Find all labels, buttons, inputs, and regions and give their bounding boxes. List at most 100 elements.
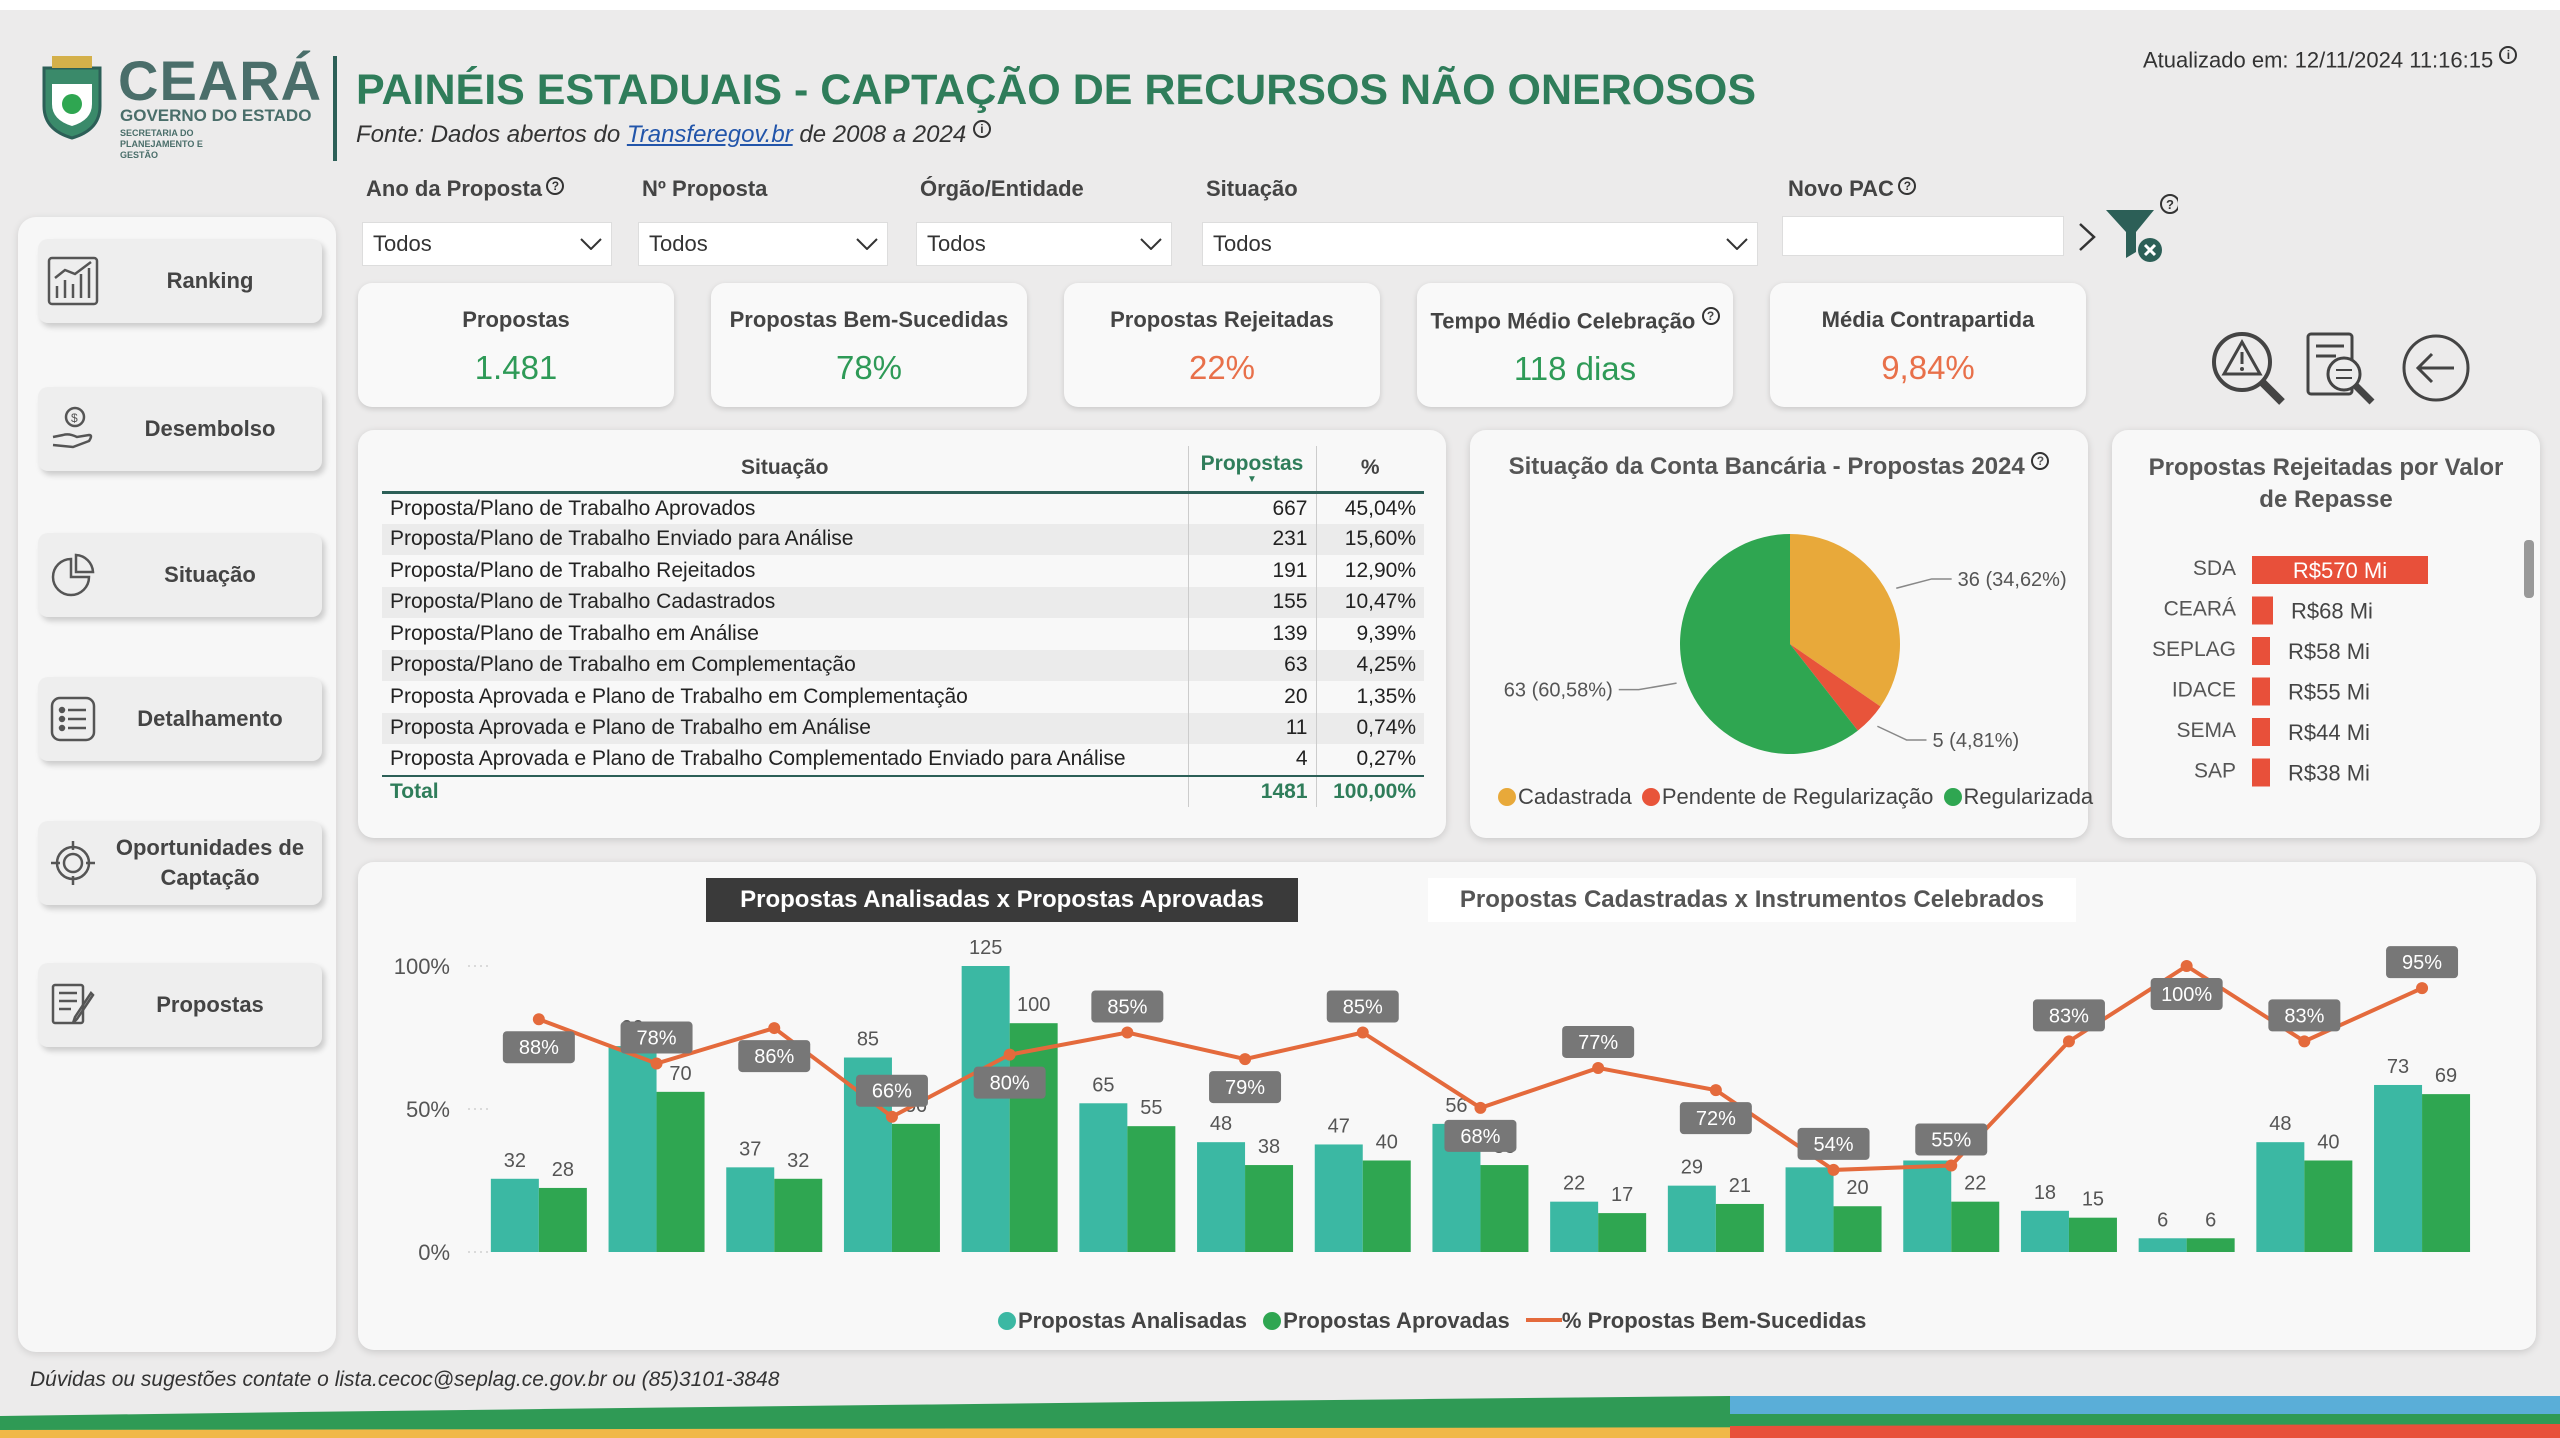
hbar-bar[interactable] — [2252, 718, 2270, 746]
table-row[interactable]: Proposta Aprovada e Plano de Trabalho Co… — [382, 744, 1424, 776]
bar-aprovadas[interactable] — [2422, 1094, 2471, 1252]
pct-point[interactable] — [532, 1013, 545, 1026]
bar-aprovadas[interactable] — [1009, 1023, 1058, 1252]
pct-point[interactable] — [650, 1057, 663, 1070]
bar-aprovadas[interactable] — [656, 1091, 705, 1252]
pie-slice-2[interactable] — [1680, 534, 1858, 754]
filter-situacao-select[interactable]: Todos — [1202, 222, 1758, 266]
table-row[interactable]: Proposta/Plano de Trabalho Rejeitados 191… — [382, 555, 1424, 587]
pct-point[interactable] — [1239, 1053, 1252, 1066]
pct-point[interactable] — [2062, 1035, 2075, 1048]
nav-desembolso[interactable]: $ Desembolso — [38, 387, 322, 471]
bar-aprovadas[interactable] — [1951, 1201, 2000, 1252]
pct-point[interactable] — [2180, 960, 2193, 972]
col-percent[interactable]: % — [1315, 446, 1424, 494]
nav-ranking[interactable]: Ranking — [38, 239, 322, 323]
pct-point[interactable] — [1827, 1163, 1840, 1176]
pct-point[interactable] — [1709, 1084, 1722, 1097]
bar-analisadas[interactable] — [2138, 1238, 2187, 1252]
pct-point[interactable] — [768, 1022, 781, 1035]
bar-aprovadas[interactable] — [1127, 1126, 1176, 1252]
bar-aprovadas[interactable] — [891, 1123, 940, 1252]
nav-situacao[interactable]: Situação — [38, 533, 322, 617]
bar-analisadas[interactable] — [961, 966, 1010, 1252]
table-row[interactable]: Proposta/Plano de Trabalho em Análise 139… — [382, 618, 1424, 650]
help-icon[interactable]: ? — [1898, 176, 1917, 195]
table-row[interactable]: Proposta/Plano de Trabalho Cadastrados 15… — [382, 586, 1424, 618]
source-link[interactable]: Transferegov.br — [626, 121, 793, 148]
pie-slice-1[interactable] — [1790, 644, 1881, 731]
bar-aprovadas[interactable] — [1245, 1165, 1294, 1252]
pct-point[interactable] — [1003, 1048, 1016, 1061]
filter-orgao-value: Todos — [927, 231, 986, 256]
clear-filter-icon[interactable]: ? — [2104, 192, 2178, 266]
bar-aprovadas[interactable] — [1833, 1206, 1882, 1252]
bar-aprovadas[interactable] — [1480, 1165, 1529, 1252]
hbar-bar[interactable] — [2252, 637, 2270, 665]
bar-aprovadas[interactable] — [774, 1178, 823, 1252]
col-situacao[interactable]: Situação — [382, 446, 1188, 494]
bar-analisadas[interactable] — [1079, 1103, 1128, 1252]
table-row[interactable]: Proposta/Plano de Trabalho em Complement… — [382, 649, 1424, 681]
pct-point[interactable] — [885, 1110, 898, 1123]
table-row[interactable]: Proposta Aprovada e Plano de Trabalho em… — [382, 681, 1424, 713]
pct-point[interactable] — [1474, 1101, 1487, 1114]
cell-situacao: Proposta Aprovada e Plano de Trabalho em… — [390, 684, 968, 708]
pct-point[interactable] — [1592, 1061, 1605, 1074]
pct-point[interactable] — [1121, 1026, 1134, 1039]
filter-numero-select[interactable]: Todos — [638, 222, 888, 266]
help-icon[interactable]: ? — [1701, 307, 1720, 325]
bar-aprovadas[interactable] — [2186, 1238, 2235, 1252]
pct-point[interactable] — [1945, 1159, 1958, 1172]
chevron-right-icon[interactable] — [2078, 222, 2096, 252]
hbar-bar[interactable] — [2252, 556, 2428, 584]
bar-aprovadas[interactable] — [2068, 1217, 2117, 1252]
filter-pac-input[interactable] — [1782, 216, 2064, 256]
table-row[interactable]: Proposta Aprovada e Plano de Trabalho em… — [382, 712, 1424, 744]
filter-orgao-select[interactable]: Todos — [916, 222, 1172, 266]
bar-analisadas[interactable] — [490, 1178, 539, 1252]
legend-regularizada: Regularizada — [1943, 784, 2093, 809]
bar-analisadas[interactable] — [1667, 1185, 1716, 1252]
hbar-bar[interactable] — [2252, 758, 2270, 787]
bar-aprovadas[interactable] — [538, 1187, 587, 1252]
table-row[interactable]: Proposta/Plano de Trabalho Aprovados 667 4… — [382, 492, 1424, 524]
back-arrow-icon[interactable] — [2400, 332, 2472, 404]
bar-aprovadas[interactable] — [1715, 1203, 1764, 1252]
bar-analisadas[interactable] — [608, 1046, 657, 1252]
bar-aprovadas[interactable] — [1362, 1160, 1411, 1252]
pie-slice-0[interactable] — [1790, 534, 1900, 707]
bar-analisadas[interactable] — [1550, 1201, 1599, 1252]
bar-analisadas[interactable] — [1314, 1144, 1363, 1252]
filter-ano-select[interactable]: Todos — [362, 222, 612, 266]
document-search-icon[interactable] — [2300, 330, 2378, 408]
info-icon[interactable]: i — [2499, 46, 2518, 64]
tab-analisadas-aprovadas[interactable]: Propostas Analisadas x Propostas Aprovad… — [706, 878, 1298, 922]
bar-analisadas[interactable] — [2256, 1142, 2305, 1252]
bar-analisadas[interactable] — [2374, 1084, 2423, 1252]
bar-analisadas[interactable] — [1197, 1142, 1246, 1252]
bar-analisadas[interactable] — [726, 1167, 775, 1252]
info-icon[interactable]: i — [972, 120, 991, 138]
tab-cadastradas-celebrados[interactable]: Propostas Cadastradas x Instrumentos Cel… — [1428, 878, 2076, 922]
bar-analisadas[interactable] — [2020, 1210, 2069, 1252]
hbar-bar[interactable] — [2252, 677, 2270, 706]
table-row[interactable]: Proposta/Plano de Trabalho Enviado para … — [382, 523, 1424, 555]
bar-aprovadas[interactable] — [1598, 1213, 1647, 1252]
nav-propostas[interactable]: Propostas — [38, 963, 322, 1047]
pct-point[interactable] — [1356, 1026, 1369, 1039]
help-icon[interactable]: ? — [2031, 452, 2050, 470]
legend-dot — [998, 1312, 1016, 1330]
scrollbar[interactable] — [2524, 540, 2534, 598]
pct-point[interactable] — [2298, 1035, 2311, 1048]
pct-point[interactable] — [2416, 982, 2429, 995]
col-propostas[interactable]: Propostas ▼ — [1187, 446, 1316, 494]
nav-detalhamento[interactable]: Detalhamento — [38, 677, 322, 761]
alert-search-icon[interactable] — [2208, 328, 2288, 408]
nav-oportunidades[interactable]: Oportunidades de Captação — [38, 821, 322, 905]
help-icon[interactable]: ? — [546, 176, 565, 195]
bar-aprovadas[interactable] — [2304, 1160, 2353, 1252]
bar-analisadas[interactable] — [1785, 1167, 1834, 1252]
hbar-bar[interactable] — [2252, 596, 2273, 625]
bar-analisadas[interactable] — [1903, 1160, 1952, 1252]
